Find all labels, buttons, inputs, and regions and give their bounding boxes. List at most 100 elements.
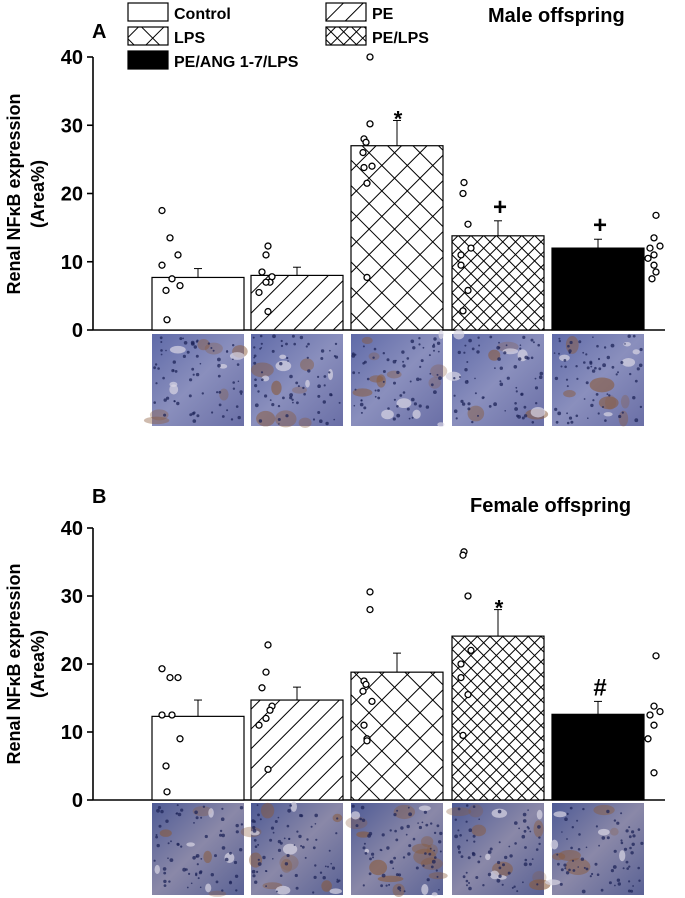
data-point-a-peang-1 (650, 234, 658, 242)
data-point-b-pelps-7 (459, 731, 467, 740)
micrograph-row-female (152, 801, 644, 898)
data-point-b-pe-5 (262, 714, 270, 723)
bar-b-peang (551, 713, 645, 801)
data-point-b-peang-2 (656, 707, 664, 716)
chart-female: 0 10 20 30 40 * # (61, 518, 665, 812)
micrograph-female-lps (345, 803, 448, 898)
micrograph-male-lps (351, 329, 448, 427)
data-point-a-pelps-4 (457, 251, 465, 259)
data-point-a-pe-5 (262, 278, 270, 286)
legend-swatch-lps (127, 26, 169, 46)
bar-a-pelps (451, 235, 545, 331)
significance-a-pelps: + (493, 194, 507, 221)
micrograph-female-peang (545, 803, 644, 895)
data-point-a-lps-0 (366, 53, 374, 61)
data-point-b-lps-3 (362, 680, 370, 689)
data-point-b-pe-6 (255, 721, 263, 729)
significance-b-pelps: * (495, 596, 504, 621)
data-point-b-pe-7 (264, 765, 272, 774)
y-tick-label-a-0: 0 (72, 320, 83, 342)
data-point-b-pelps-5 (457, 673, 465, 682)
data-point-b-peang-3 (646, 711, 654, 719)
data-point-a-control-6 (162, 286, 170, 295)
data-point-b-control-7 (163, 788, 171, 796)
data-point-a-lps-1 (366, 120, 374, 128)
data-point-a-pe-6 (255, 288, 263, 297)
data-point-b-lps-0 (366, 588, 374, 596)
data-point-a-control-7 (163, 316, 171, 324)
data-point-b-pelps-2 (464, 592, 472, 600)
y-axis-label-b-line1: Renal NFκB expression (4, 563, 24, 764)
data-point-a-pelps-7 (459, 307, 467, 315)
legend-swatch-pelps (325, 26, 367, 46)
data-point-b-control-1 (166, 673, 174, 682)
data-point-a-peang-8 (648, 275, 656, 283)
y-tick-label-b-1: 10 (61, 722, 83, 744)
data-point-a-peang-4 (650, 251, 658, 259)
data-point-b-pe-4 (266, 706, 274, 714)
data-point-b-control-4 (168, 711, 176, 719)
micrograph-female-control (152, 803, 244, 897)
data-point-b-peang-4 (650, 721, 658, 729)
data-point-a-pelps-0 (460, 178, 468, 187)
data-point-b-control-3 (158, 711, 166, 719)
micrograph-male-pe (250, 334, 343, 428)
data-point-b-pe-0 (264, 641, 272, 649)
micrograph-female-pelps (446, 803, 551, 895)
y-tick-label-a-4: 40 (61, 47, 83, 69)
data-point-a-lps-6 (360, 163, 368, 172)
data-point-b-peang-5 (644, 735, 652, 743)
data-point-b-control-0 (158, 665, 166, 673)
data-point-a-lps-3 (362, 138, 370, 146)
data-point-a-control-2 (174, 251, 182, 259)
data-point-a-peang-3 (646, 244, 654, 252)
y-tick-label-b-0: 0 (72, 790, 83, 812)
data-point-a-peang-2 (656, 242, 664, 250)
bar-b-control (151, 715, 245, 801)
data-point-a-pe-2 (258, 268, 266, 276)
panel-label-a: A (92, 21, 106, 43)
micrograph-female-pe (240, 801, 343, 895)
y-tick-label-b-4: 40 (61, 518, 83, 540)
data-point-a-peang-0 (652, 211, 660, 219)
y-axis-label-a-line2: (Area%) (28, 160, 48, 228)
panel-title-b: Female offspring (470, 495, 631, 517)
micrograph-male-pelps (445, 329, 549, 426)
chart-male: 0 10 20 30 40 * + + (61, 47, 665, 342)
data-point-a-pelps-3 (467, 244, 475, 252)
data-point-a-pelps-1 (459, 189, 467, 198)
y-axis-label-b-line2: (Area%) (28, 630, 48, 698)
significance-a-peang: + (593, 212, 607, 239)
data-point-a-pelps-2 (464, 220, 472, 228)
data-point-b-control-2 (174, 673, 182, 682)
data-point-a-pe-0 (264, 242, 272, 250)
data-point-b-lps-1 (366, 605, 374, 614)
micrograph-male-control (143, 334, 248, 426)
data-point-b-control-5 (176, 735, 184, 743)
data-point-a-peang-7 (652, 268, 660, 276)
data-point-a-lps-8 (363, 273, 371, 282)
legend-swatch-control (127, 2, 169, 22)
legend-label-lps: LPS (174, 30, 205, 47)
significance-a-lps: * (394, 106, 403, 131)
micrograph-row-male (143, 329, 644, 428)
y-tick-label-a-3: 30 (61, 115, 83, 137)
data-point-a-lps-4 (359, 148, 367, 157)
data-point-a-control-5 (176, 281, 184, 290)
data-point-b-lps-4 (359, 687, 367, 695)
legend-label-control: Control (174, 6, 231, 23)
legend: Control PE LPS PE/LPS PE/ANG 1-7/LPS (127, 2, 429, 71)
bar-b-pelps (451, 635, 545, 801)
data-point-a-pe-1 (262, 251, 270, 259)
data-point-b-peang-1 (650, 702, 658, 710)
data-point-b-control-6 (162, 762, 170, 770)
legend-label-pelps: PE/LPS (372, 30, 429, 47)
data-point-a-control-0 (158, 206, 166, 215)
data-point-a-control-3 (158, 261, 166, 269)
y-tick-label-a-2: 20 (61, 184, 83, 206)
data-point-a-control-1 (166, 234, 174, 242)
data-point-b-pe-2 (258, 684, 266, 692)
legend-swatch-pe (325, 2, 367, 22)
data-point-b-lps-6 (360, 721, 368, 729)
